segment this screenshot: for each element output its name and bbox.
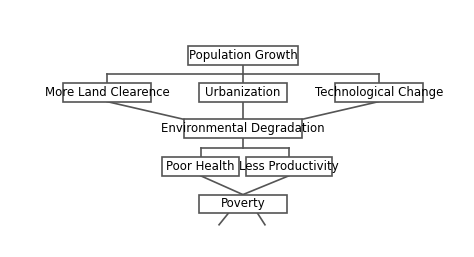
FancyBboxPatch shape bbox=[199, 195, 287, 213]
FancyBboxPatch shape bbox=[335, 83, 423, 102]
FancyBboxPatch shape bbox=[184, 120, 301, 138]
Text: Urbanization: Urbanization bbox=[205, 86, 281, 99]
FancyBboxPatch shape bbox=[162, 157, 239, 176]
FancyBboxPatch shape bbox=[188, 46, 298, 65]
Text: Technological Change: Technological Change bbox=[315, 86, 443, 99]
Text: Environmental Degradation: Environmental Degradation bbox=[161, 122, 325, 135]
Text: Poor Health: Poor Health bbox=[166, 160, 235, 173]
FancyBboxPatch shape bbox=[199, 83, 287, 102]
Text: Poverty: Poverty bbox=[220, 197, 265, 210]
FancyBboxPatch shape bbox=[63, 83, 151, 102]
FancyBboxPatch shape bbox=[246, 157, 332, 176]
Text: Less Productivity: Less Productivity bbox=[239, 160, 339, 173]
Text: Population Growth: Population Growth bbox=[189, 49, 297, 62]
Text: More Land Clearence: More Land Clearence bbox=[45, 86, 169, 99]
